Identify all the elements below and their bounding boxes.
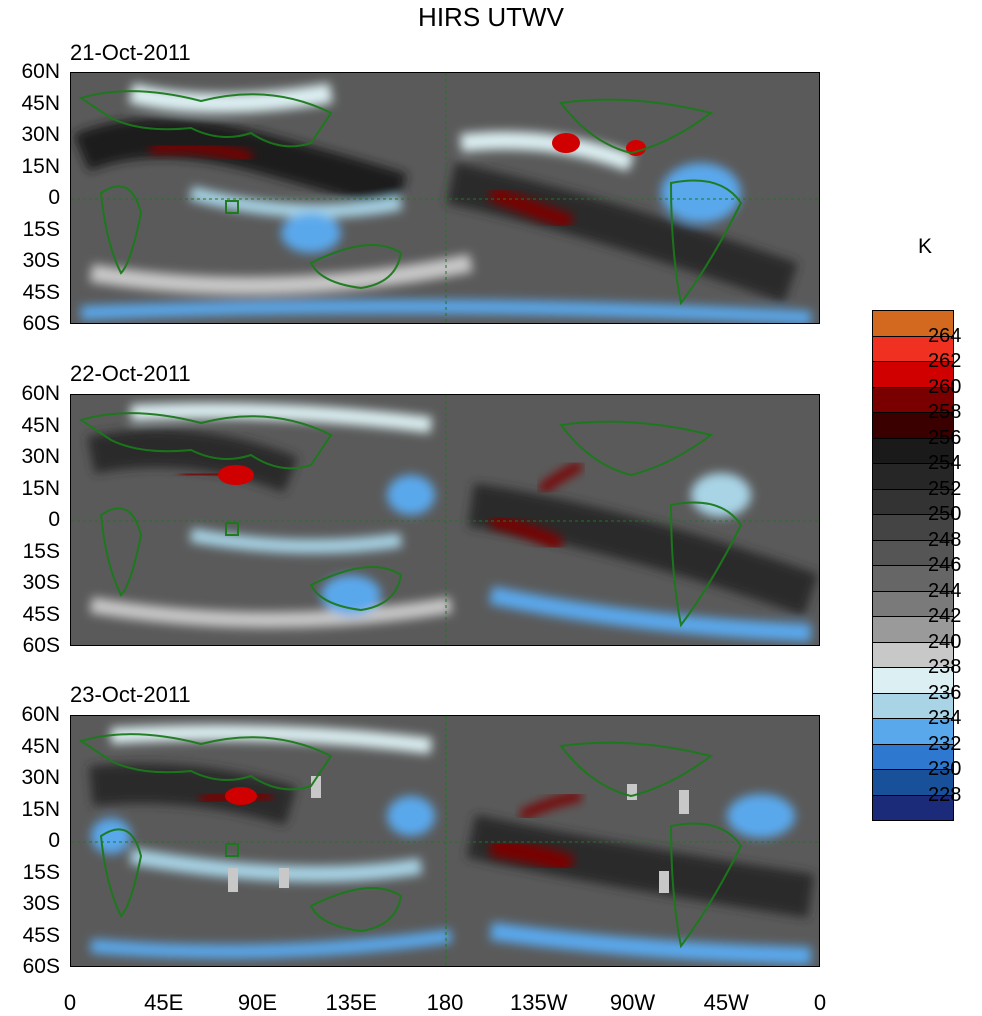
lat-label: 45N [21, 91, 60, 115]
colorbar-swatch [872, 794, 954, 821]
lat-label: 0 [48, 508, 60, 531]
lon-label: 180 [426, 990, 464, 1015]
lat-label: 60S [22, 312, 60, 335]
lon-label: 135W [510, 990, 568, 1015]
lat-label: 30N [21, 123, 60, 146]
lon-label: 90E [237, 990, 278, 1015]
colorbar-level-label: 228 [928, 783, 962, 806]
lat-label: 45S [22, 602, 60, 626]
lat-label: 30S [22, 571, 60, 594]
lat-label: 15S [22, 217, 60, 241]
lat-label: 45S [22, 280, 60, 304]
lat-label: 15S [22, 860, 60, 884]
lat-label: 0 [48, 829, 60, 852]
lat-label: 60S [22, 955, 60, 978]
colorbar-swatch [872, 769, 954, 796]
colorbar-swatch [872, 667, 954, 694]
lat-label: 15N [21, 476, 60, 500]
colorbar-swatch [872, 718, 954, 745]
map-panel-1 [70, 72, 820, 324]
colorbar-level-label: 264 [928, 324, 962, 347]
lat-label: 60N [21, 60, 60, 83]
colorbar-level-label: 246 [928, 554, 962, 576]
panel-date-1: 21-Oct-2011 [70, 40, 191, 65]
colorbar-level-label: 238 [928, 656, 962, 678]
colorbar-swatch [872, 335, 954, 362]
colorbar-level-label: 234 [928, 707, 962, 729]
figure-title: HIRS UTWV [418, 2, 564, 32]
lon-label: 90W [609, 990, 656, 1015]
colorbar-swatch [872, 565, 954, 592]
lat-label: 30S [22, 892, 60, 915]
colorbar-level-label: 262 [928, 350, 962, 372]
lon-label: 135E [325, 990, 377, 1015]
colorbar-level-label: 236 [928, 681, 962, 704]
lat-label: 60N [21, 703, 60, 726]
lat-label: 60S [22, 634, 60, 657]
colorbar-level-label: 254 [928, 452, 962, 474]
colorbar-level-label: 230 [928, 758, 962, 780]
colorbar-level-label: 232 [928, 732, 962, 755]
lat-label: 45N [21, 734, 60, 758]
lon-label: 45W [703, 990, 749, 1015]
colorbar-unit-label: K [918, 235, 933, 258]
lat-label: 15N [21, 154, 60, 178]
colorbar-level-label: 242 [928, 605, 962, 627]
panel-date-2: 22-Oct-2011 [70, 361, 191, 386]
colorbar-swatch [872, 437, 954, 464]
lat-label: 30N [21, 445, 60, 468]
colorbar-level-label: 260 [928, 375, 962, 398]
colorbar-swatch [872, 641, 954, 668]
colorbar-swatch [872, 539, 954, 566]
colorbar-swatch [872, 488, 954, 515]
map-panel-3 [70, 715, 820, 967]
lon-label: 0 [63, 990, 77, 1015]
colorbar-level-label: 248 [928, 528, 962, 551]
colorbar-level-label: 240 [928, 630, 962, 653]
colorbar-level-label: 250 [928, 503, 962, 525]
lon-label: 0 [813, 990, 827, 1015]
lat-label: 30S [22, 249, 60, 272]
lat-label: 30N [21, 766, 60, 789]
colorbar-level-label: 252 [928, 477, 962, 500]
panel-date-3: 23-Oct-2011 [70, 682, 191, 707]
lat-label: 0 [48, 186, 60, 209]
lat-label: 15N [21, 797, 60, 821]
map-panel-2 [70, 394, 820, 646]
colorbar-swatch [872, 616, 954, 643]
lat-label: 45N [21, 413, 60, 437]
colorbar-level-label: 258 [928, 401, 962, 423]
lat-label: 15S [22, 539, 60, 563]
colorbar-level-label: 256 [928, 426, 962, 449]
colorbar-level-label: 244 [928, 579, 962, 602]
colorbar-swatch [872, 463, 954, 490]
lat-label: 60N [21, 382, 60, 405]
lon-label: 45E [144, 990, 184, 1015]
lat-label: 45S [22, 923, 60, 947]
